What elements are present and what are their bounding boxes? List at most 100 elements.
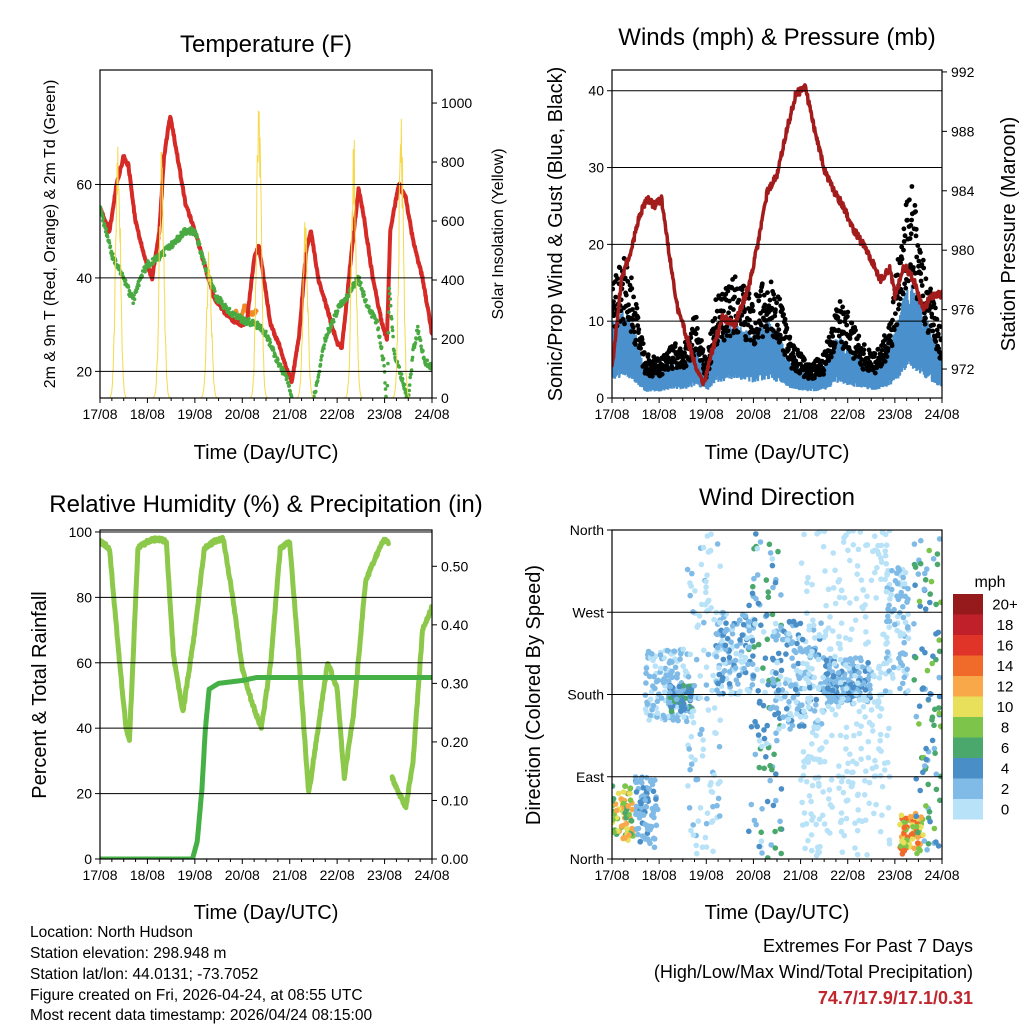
direction-point <box>803 778 810 785</box>
direction-point <box>836 594 843 601</box>
gust-point <box>612 286 616 292</box>
gust-point <box>756 298 762 304</box>
direction-point <box>858 723 864 729</box>
direction-point <box>622 835 628 841</box>
2m-td-point <box>407 383 412 387</box>
humidity-xlabel: Time (Day/UTC) <box>194 902 339 924</box>
gust-point <box>896 306 901 312</box>
direction-point <box>873 764 879 770</box>
direction-point <box>703 584 709 590</box>
direction-point <box>780 714 786 720</box>
gust-point <box>612 303 617 308</box>
winds-plot: 0 10 20 30 40 972 976 980 984 988 992 17/08 18/08 19/… <box>588 64 974 422</box>
direction-point <box>843 798 850 804</box>
direction-point <box>900 604 906 610</box>
direction-point <box>871 810 877 817</box>
winds-marks <box>612 83 942 392</box>
direction-point <box>652 805 659 812</box>
direction-point <box>660 679 667 686</box>
direction-point <box>755 600 762 607</box>
gust-point <box>840 304 845 310</box>
gust-point <box>784 325 790 331</box>
colorbar-label: 10 <box>997 699 1014 716</box>
direction-point <box>751 817 758 824</box>
colorbar-label: 2 <box>1001 781 1009 798</box>
direction-point <box>705 651 712 658</box>
direction-point <box>697 673 703 679</box>
direction-point <box>746 619 753 625</box>
solar-insolation-peak <box>248 110 270 398</box>
direction-point <box>740 621 747 628</box>
gust-point <box>673 341 678 346</box>
direction-point <box>689 708 696 715</box>
direction-point <box>921 838 928 844</box>
direction-point <box>912 654 919 661</box>
direction-point <box>861 792 868 798</box>
direction-point <box>815 724 822 731</box>
direction-point <box>690 832 697 838</box>
direction-point <box>814 531 820 537</box>
colorbar-swatch <box>953 635 983 656</box>
direction-point <box>938 599 942 606</box>
gust-point <box>890 317 895 323</box>
direction-point <box>722 629 728 635</box>
2m-td-point <box>287 383 292 388</box>
direction-point <box>836 577 843 583</box>
gust-point <box>802 357 807 363</box>
x-tick-label: 17/08 <box>594 406 629 422</box>
gust-point <box>908 223 914 228</box>
direction-point <box>925 781 931 788</box>
direction-point <box>886 618 893 624</box>
direction-point <box>714 541 721 547</box>
gust-point <box>918 278 924 284</box>
y2-tick-label: 980 <box>951 242 975 258</box>
gust-point <box>775 322 780 328</box>
2m-td-point <box>132 293 136 297</box>
2m-td-point <box>399 372 404 376</box>
direction-point <box>866 719 873 726</box>
direction-point <box>628 817 634 824</box>
direction-point <box>882 548 888 554</box>
direction-point <box>765 589 771 595</box>
direction-point <box>646 717 652 723</box>
direction-point <box>835 640 842 647</box>
gust-point <box>752 340 758 346</box>
2m-td-point <box>402 382 407 387</box>
direction-point <box>854 792 861 799</box>
direction-point <box>726 659 733 665</box>
direction-point <box>902 569 909 576</box>
direction-point <box>885 805 892 811</box>
direction-point <box>653 822 660 829</box>
direction-point <box>746 828 752 835</box>
gust-point <box>727 333 733 339</box>
direction-point <box>618 823 625 829</box>
extremes-title: Extremes For Past 7 Days <box>763 936 973 956</box>
direction-point <box>769 562 776 569</box>
2m-td-point <box>101 218 105 223</box>
gust-point <box>830 333 836 339</box>
solar-insolation-peak <box>107 146 129 398</box>
gust-point <box>915 243 921 248</box>
direction-point <box>921 586 928 593</box>
direction-point <box>835 773 842 779</box>
gust-point <box>774 300 779 306</box>
2m-td-point <box>418 338 423 343</box>
winds-y2label: Station Pressure (Maroon) <box>998 117 1020 352</box>
colorbar-label: 12 <box>997 678 1014 695</box>
gust-point <box>884 354 890 359</box>
gust-point <box>626 302 631 308</box>
direction-point <box>696 613 703 619</box>
gust-point <box>713 297 719 303</box>
direction-point <box>872 569 878 576</box>
direction-point <box>697 805 704 811</box>
2m-td-point <box>195 235 199 240</box>
direction-point <box>847 557 853 564</box>
footer-latlon: Station lat/lon: 44.0131; -73.7052 <box>30 966 258 983</box>
gust-point <box>828 354 834 360</box>
direction-point <box>775 632 781 639</box>
colorbar-swatch <box>953 614 983 635</box>
2m-td-point <box>375 319 380 324</box>
direction-point <box>889 671 895 678</box>
direction-point <box>936 674 942 681</box>
2m-td-point <box>386 330 391 335</box>
